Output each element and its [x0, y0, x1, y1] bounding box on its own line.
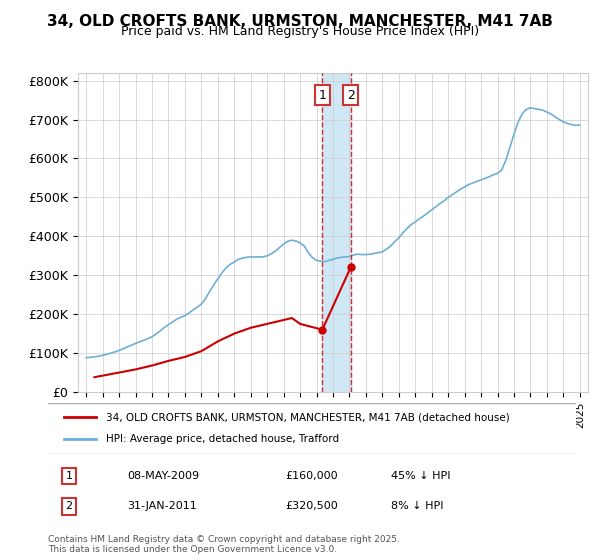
Text: Contains HM Land Registry data © Crown copyright and database right 2025.
This d: Contains HM Land Registry data © Crown c…	[48, 535, 400, 554]
Text: 8% ↓ HPI: 8% ↓ HPI	[391, 501, 444, 511]
Text: 2: 2	[347, 88, 355, 102]
Text: Price paid vs. HM Land Registry's House Price Index (HPI): Price paid vs. HM Land Registry's House …	[121, 25, 479, 38]
Text: HPI: Average price, detached house, Trafford: HPI: Average price, detached house, Traf…	[106, 435, 339, 445]
Text: 08-MAY-2009: 08-MAY-2009	[127, 471, 199, 481]
FancyBboxPatch shape	[43, 403, 581, 454]
Text: 2: 2	[65, 501, 73, 511]
Text: £160,000: £160,000	[286, 471, 338, 481]
Text: 34, OLD CROFTS BANK, URMSTON, MANCHESTER, M41 7AB (detached house): 34, OLD CROFTS BANK, URMSTON, MANCHESTER…	[106, 412, 510, 422]
Text: 31-JAN-2011: 31-JAN-2011	[127, 501, 197, 511]
Text: £320,500: £320,500	[286, 501, 338, 511]
Text: 45% ↓ HPI: 45% ↓ HPI	[391, 471, 451, 481]
Text: 1: 1	[319, 88, 326, 102]
Text: 1: 1	[65, 471, 73, 481]
Bar	[322, 73, 351, 392]
Text: 34, OLD CROFTS BANK, URMSTON, MANCHESTER, M41 7AB: 34, OLD CROFTS BANK, URMSTON, MANCHESTER…	[47, 14, 553, 29]
